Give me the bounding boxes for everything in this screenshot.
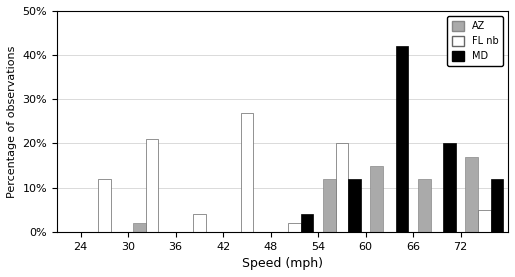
Y-axis label: Percentage of observations: Percentage of observations	[7, 45, 17, 198]
Bar	[98, 179, 111, 232]
Bar	[466, 157, 478, 232]
Bar	[241, 112, 253, 232]
Legend: AZ, FL nb, MD: AZ, FL nb, MD	[448, 16, 503, 66]
Bar	[133, 223, 146, 232]
X-axis label: Speed (mph): Speed (mph)	[242, 257, 323, 270]
Bar	[193, 214, 206, 232]
Bar	[146, 139, 158, 232]
Bar	[323, 179, 336, 232]
Bar	[336, 143, 348, 232]
Bar	[348, 179, 361, 232]
Bar	[478, 210, 491, 232]
Bar	[288, 223, 301, 232]
Bar	[301, 214, 313, 232]
Bar	[418, 179, 431, 232]
Bar	[370, 166, 383, 232]
Bar	[443, 143, 456, 232]
Bar	[491, 179, 503, 232]
Bar	[396, 46, 408, 232]
